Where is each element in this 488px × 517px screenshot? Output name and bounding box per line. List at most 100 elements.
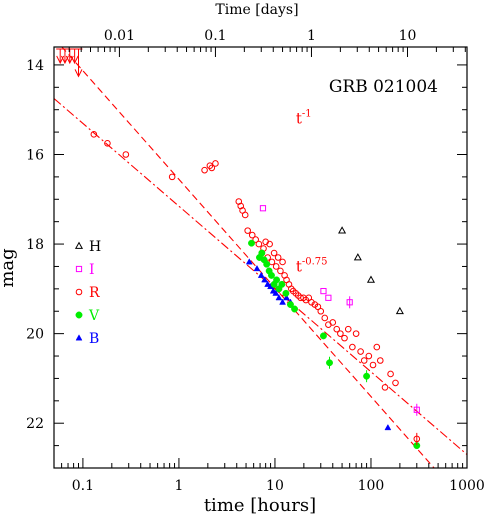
x-axis-label: time [hours] bbox=[204, 495, 316, 516]
data-point-V bbox=[291, 305, 299, 313]
data-point-R bbox=[255, 240, 263, 248]
fit-line-dashed bbox=[61, 47, 435, 468]
top-tick-label: 0.01 bbox=[104, 28, 135, 44]
data-point-B bbox=[261, 276, 269, 283]
data-point-R bbox=[266, 240, 273, 248]
upper-limit-arrow bbox=[74, 69, 83, 78]
x-tick-label: 1000 bbox=[449, 478, 485, 494]
data-point-B bbox=[257, 271, 265, 278]
data-point-H bbox=[366, 275, 376, 283]
legend-label-I: I bbox=[89, 262, 95, 278]
data-point-R bbox=[104, 139, 111, 147]
axis-tick-labels: 0.1 1 10 100 1000 0.01 0.1 1 10 14 16 18 20 22 bbox=[26, 28, 485, 494]
y-tick-label: 14 bbox=[26, 58, 44, 74]
data-point-R bbox=[252, 236, 259, 243]
top-tick-label: 10 bbox=[399, 28, 417, 44]
data-point-B bbox=[384, 423, 392, 431]
data-point-B bbox=[253, 264, 261, 272]
data-point-R bbox=[122, 151, 130, 158]
upper-limit-arrows bbox=[56, 48, 83, 78]
data-point-R bbox=[317, 307, 325, 315]
data-points bbox=[90, 131, 421, 450]
data-point-V bbox=[248, 239, 255, 247]
fit-annotations: t-1 t-0.75 bbox=[296, 109, 328, 276]
data-point-R bbox=[90, 131, 98, 138]
data-point-V bbox=[263, 260, 271, 268]
data-point-H bbox=[395, 306, 404, 315]
legend-marker-R bbox=[75, 288, 83, 296]
data-point-B bbox=[275, 294, 283, 301]
data-point-R bbox=[270, 249, 278, 257]
legend-label-V: V bbox=[88, 308, 100, 324]
data-point-V bbox=[278, 280, 286, 288]
y-tick-label: 22 bbox=[26, 416, 44, 432]
data-point-R bbox=[373, 343, 381, 351]
data-point-R bbox=[241, 211, 249, 219]
data-point-V bbox=[273, 276, 281, 284]
data-point-R bbox=[277, 267, 284, 275]
y-tick-label: 18 bbox=[26, 237, 44, 253]
y-axis-label: mag bbox=[0, 248, 18, 287]
data-point-R bbox=[360, 357, 368, 364]
data-point-R bbox=[333, 325, 341, 333]
data-point-V bbox=[258, 249, 266, 257]
data-point-R bbox=[321, 314, 329, 322]
data-point-R bbox=[349, 343, 356, 351]
legend-marker-V bbox=[75, 311, 83, 319]
fit-annotation-exponent: -1 bbox=[302, 109, 312, 120]
axis-ticks bbox=[53, 47, 468, 469]
upper-limit-arrow bbox=[70, 55, 79, 65]
data-point-R bbox=[344, 325, 352, 333]
data-point-V bbox=[268, 271, 275, 279]
data-point-I bbox=[320, 287, 327, 295]
data-point-R bbox=[329, 319, 337, 326]
data-point-R bbox=[274, 254, 282, 261]
data-point-R bbox=[168, 173, 176, 181]
top-axis-label: Time [days] bbox=[215, 2, 298, 18]
x-tick-label: 1 bbox=[174, 478, 183, 494]
fit-annotation: t-1 bbox=[296, 109, 312, 128]
fit-annotation-exponent: -0.75 bbox=[302, 256, 328, 267]
data-point-I bbox=[259, 205, 267, 212]
data-point-R bbox=[376, 357, 384, 364]
legend-label-B: B bbox=[89, 331, 99, 347]
data-point-R bbox=[314, 303, 322, 311]
data-point-R bbox=[381, 384, 389, 391]
data-point-V bbox=[282, 289, 290, 297]
data-point-R bbox=[244, 227, 251, 234]
data-point-I bbox=[325, 294, 332, 301]
data-point-R bbox=[392, 379, 399, 387]
legend-label-H: H bbox=[89, 239, 101, 255]
data-point-V bbox=[286, 301, 294, 308]
y-tick-label: 20 bbox=[26, 327, 44, 343]
legend-marker-I bbox=[75, 265, 83, 273]
data-point-R bbox=[279, 258, 286, 266]
data-point-R bbox=[357, 348, 364, 355]
data-point-R bbox=[248, 231, 256, 239]
data-point-H bbox=[353, 253, 362, 261]
data-point-R bbox=[308, 298, 315, 306]
data-point-B bbox=[283, 294, 290, 301]
data-point-R bbox=[272, 263, 280, 270]
data-point-R bbox=[337, 330, 344, 337]
top-tick-label: 0.1 bbox=[204, 28, 226, 44]
data-point-R bbox=[201, 166, 208, 174]
fit-annotation: t-0.75 bbox=[296, 256, 328, 275]
data-point-R bbox=[369, 361, 377, 369]
data-point-R bbox=[341, 334, 348, 342]
top-tick-label: 1 bbox=[307, 28, 316, 44]
data-point-B bbox=[279, 298, 286, 305]
x-tick-label: 100 bbox=[358, 478, 385, 494]
data-point-V bbox=[320, 332, 327, 340]
data-point-B bbox=[245, 258, 253, 265]
data-point-B bbox=[272, 289, 280, 296]
data-point-R bbox=[212, 160, 219, 167]
legend-label-R: R bbox=[89, 285, 100, 301]
data-point-R bbox=[352, 330, 360, 337]
data-point-B bbox=[264, 280, 272, 287]
data-point-R bbox=[387, 370, 394, 378]
data-point-H bbox=[338, 226, 347, 234]
legend-marker-B bbox=[75, 334, 83, 341]
